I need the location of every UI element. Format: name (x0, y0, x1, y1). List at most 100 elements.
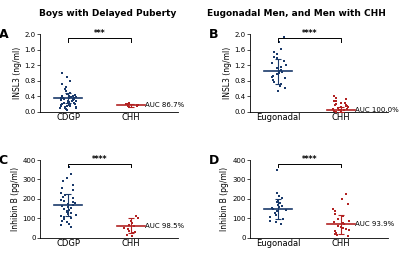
Point (281, 35, 288, 40)
Point (68, 206, 74, 210)
Point (330, 107, 336, 111)
Point (58, 98, 64, 102)
Point (342, 101, 348, 106)
Point (72, 102, 78, 106)
Point (340, 226, 346, 230)
Point (283, 63, 289, 68)
Point (121, 226, 128, 230)
Point (332, 229, 338, 233)
Point (58, 96, 64, 100)
Point (342, 192, 349, 196)
Point (345, 201, 352, 206)
Point (72, 93, 79, 97)
Point (58, 94, 65, 98)
Point (340, 214, 347, 218)
Point (333, 102, 339, 106)
Point (123, 102, 130, 106)
Point (269, 74, 276, 78)
Point (276, 194, 282, 198)
Text: Eugonadal Men, and Men with CHH: Eugonadal Men, and Men with CHH (206, 10, 386, 18)
Point (73, 99, 79, 103)
Point (268, 206, 275, 210)
Point (61, 87, 68, 91)
Point (331, 99, 337, 103)
Point (65, 208, 72, 212)
Point (274, 200, 280, 204)
Point (274, 56, 280, 60)
Point (277, 47, 284, 51)
Point (135, 216, 141, 220)
Point (64, 212, 71, 216)
Point (275, 202, 282, 207)
Point (270, 79, 277, 84)
Point (342, 103, 349, 107)
Point (128, 218, 134, 223)
Point (334, 216, 341, 221)
Point (274, 66, 280, 70)
Point (59, 185, 66, 190)
Point (59, 96, 66, 100)
Text: ****: **** (302, 154, 317, 163)
Text: AUC 86.7%: AUC 86.7% (145, 102, 184, 108)
Point (333, 230, 339, 235)
Point (64, 209, 70, 213)
Point (60, 195, 66, 199)
Point (58, 104, 64, 108)
Point (125, 101, 132, 106)
Point (330, 94, 337, 98)
Point (63, 220, 70, 224)
Point (279, 70, 285, 74)
Point (344, 107, 350, 111)
Point (59, 204, 66, 208)
Text: AUC 93.9%: AUC 93.9% (355, 221, 394, 227)
Point (61, 215, 68, 219)
Point (280, 59, 287, 64)
Point (72, 213, 79, 217)
Point (338, 108, 344, 112)
Point (68, 95, 74, 99)
Point (272, 211, 278, 215)
Point (346, 218, 352, 223)
Point (68, 211, 74, 215)
Point (283, 208, 289, 212)
Point (68, 172, 74, 176)
Point (60, 179, 66, 183)
Point (334, 233, 341, 237)
Text: D: D (208, 154, 219, 167)
Point (330, 107, 336, 111)
Point (61, 207, 68, 211)
Point (124, 233, 130, 237)
Point (66, 221, 72, 226)
Point (57, 106, 64, 110)
Point (129, 221, 135, 225)
Point (66, 79, 73, 83)
Text: ****: **** (302, 29, 317, 38)
Point (271, 50, 277, 54)
Point (276, 69, 283, 73)
Point (339, 197, 346, 201)
Point (71, 96, 77, 100)
Point (61, 101, 67, 106)
Point (124, 103, 131, 108)
Point (340, 221, 346, 225)
Point (67, 90, 74, 95)
Text: Boys with Delayed Puberty: Boys with Delayed Puberty (39, 10, 177, 18)
Point (64, 101, 71, 105)
Point (279, 196, 286, 201)
Point (330, 206, 337, 211)
Point (126, 105, 133, 109)
Point (274, 191, 280, 195)
Point (274, 52, 280, 56)
Point (128, 234, 135, 238)
Point (59, 218, 65, 223)
Point (276, 40, 282, 44)
Point (277, 65, 284, 69)
Point (274, 168, 281, 172)
Y-axis label: INSL3 (ng/ml): INSL3 (ng/ml) (13, 47, 22, 99)
Point (68, 216, 74, 220)
Point (71, 101, 78, 105)
Point (72, 105, 79, 109)
Point (280, 216, 286, 221)
Point (62, 105, 68, 109)
Point (65, 205, 71, 209)
